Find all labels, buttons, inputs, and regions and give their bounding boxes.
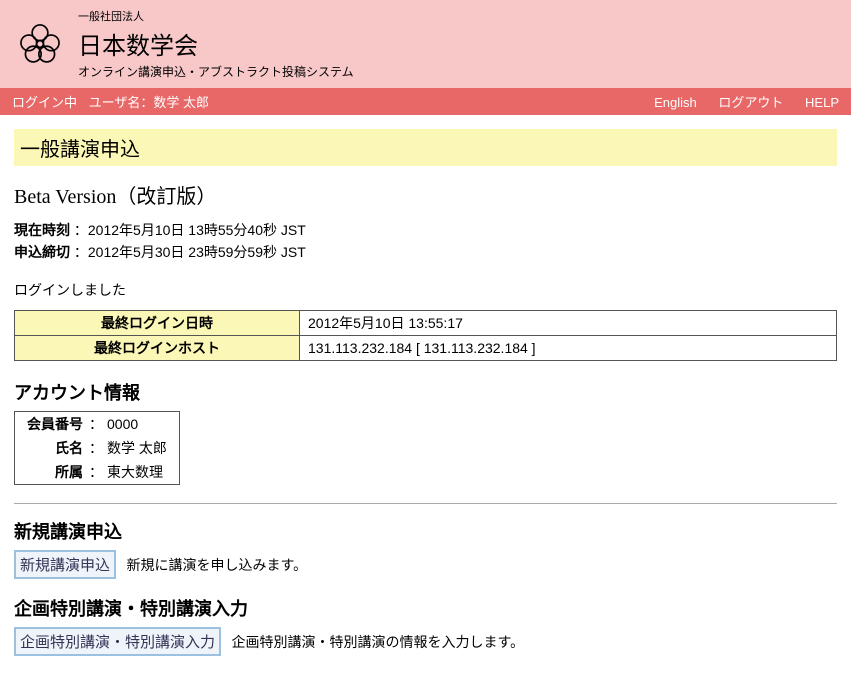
account-table: 会員番号 ： 0000 氏名 ： 数学 太郎 所属 ： 東大数理	[14, 411, 180, 485]
aff-value: 東大数理	[105, 460, 179, 485]
member-id-value: 0000	[105, 411, 179, 436]
deadline-value: 2012年5月30日 23時59分59秒 JST	[88, 244, 306, 260]
last-login-host-value: 131.113.232.184 [ 131.113.232.184 ]	[300, 335, 837, 360]
header: 一般社団法人 日本数学会 オンライン講演申込・アブストラクト投稿システム	[0, 0, 851, 88]
special-heading: 企画特別講演・特別講演入力	[14, 595, 837, 621]
login-info-table: 最終ログイン日時 2012年5月10日 13:55:17 最終ログインホスト 1…	[14, 310, 837, 361]
page-title: 一般講演申込	[14, 129, 837, 166]
name-label: 氏名	[15, 436, 88, 460]
org-subtitle: 一般社団法人	[78, 8, 354, 24]
login-message: ログインしました	[14, 280, 837, 300]
help-link[interactable]: HELP	[805, 95, 839, 110]
divider	[14, 503, 837, 504]
special-desc: 企画特別講演・特別講演の情報を入力します。	[231, 634, 524, 650]
member-id-label: 会員番号	[15, 411, 88, 436]
logout-link[interactable]: ログアウト	[718, 95, 783, 110]
new-app-desc: 新規に講演を申し込みます。	[126, 557, 307, 573]
org-title: 日本数学会	[78, 26, 354, 61]
now-value: 2012年5月10日 13時55分40秒 JST	[88, 222, 306, 238]
last-login-dt-value: 2012年5月10日 13:55:17	[300, 310, 837, 335]
time-block: 現在時刻 ：2012年5月10日 13時55分40秒 JST 申込締切 ：201…	[14, 219, 837, 264]
account-heading: アカウント情報	[14, 379, 837, 405]
special-button[interactable]: 企画特別講演・特別講演入力	[14, 627, 221, 656]
logo-icon	[12, 16, 68, 72]
name-value: 数学 太郎	[105, 436, 179, 460]
new-app-heading: 新規講演申込	[14, 518, 837, 544]
system-desc: オンライン講演申込・アブストラクト投稿システム	[78, 63, 354, 80]
new-app-button[interactable]: 新規講演申込	[14, 550, 116, 579]
login-status: ログイン中	[12, 95, 77, 110]
status-bar: ログイン中 ユーザ名：数学 太郎 English ログアウト HELP	[0, 88, 851, 115]
last-login-host-label: 最終ログインホスト	[15, 335, 300, 360]
english-link[interactable]: English	[654, 95, 697, 110]
now-label: 現在時刻	[14, 222, 70, 238]
version-label: Beta Version（改訂版）	[14, 180, 837, 209]
last-login-dt-label: 最終ログイン日時	[15, 310, 300, 335]
deadline-label: 申込締切	[14, 244, 70, 260]
header-text: 一般社団法人 日本数学会 オンライン講演申込・アブストラクト投稿システム	[78, 8, 354, 80]
aff-label: 所属	[15, 460, 88, 485]
username-label: ユーザ名：数学 太郎	[89, 95, 209, 110]
